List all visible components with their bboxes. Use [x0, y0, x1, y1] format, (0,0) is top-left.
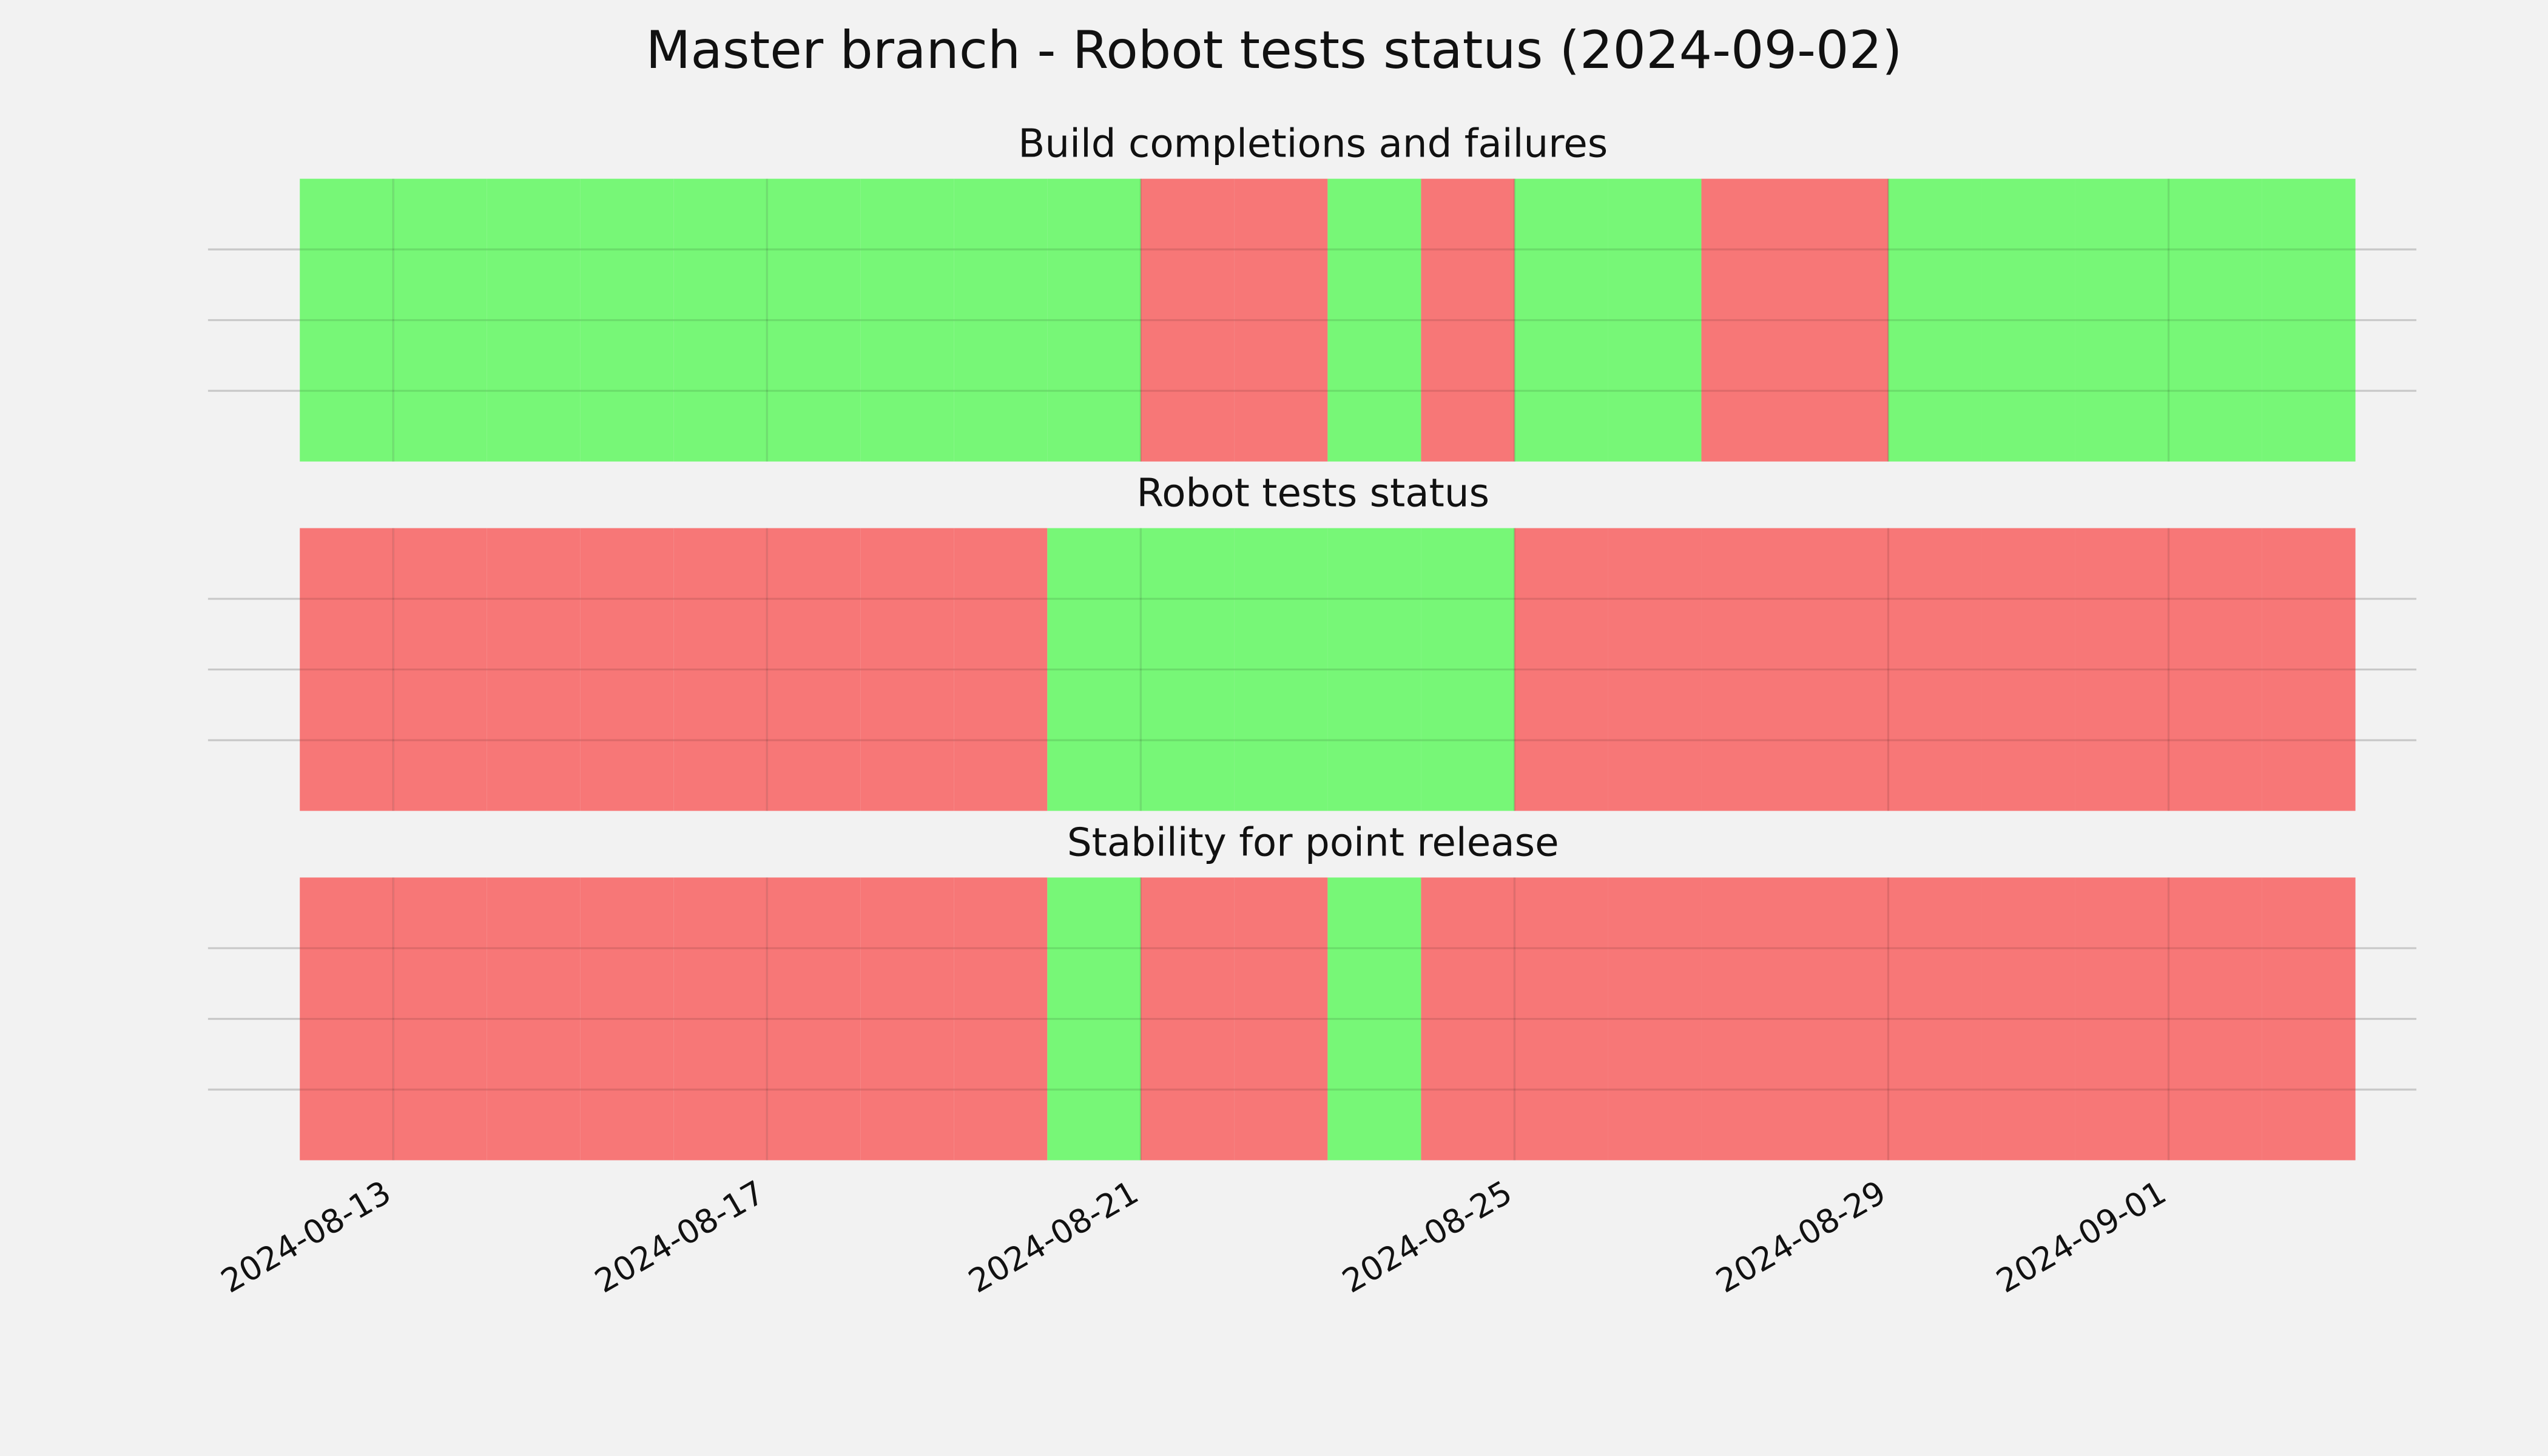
status-segment — [1514, 178, 1608, 462]
status-segment — [1888, 178, 1982, 462]
status-segment — [1795, 178, 1889, 462]
status-segment — [1234, 528, 1328, 811]
chart-title: Master branch - Robot tests status (2024… — [645, 20, 1902, 81]
status-segment — [2168, 877, 2262, 1161]
status-segment — [487, 178, 581, 462]
status-segment — [1795, 877, 1889, 1161]
panel-title: Robot tests status — [1136, 471, 1489, 516]
status-segment — [860, 528, 954, 811]
status-segment — [487, 528, 581, 811]
status-segment — [1701, 178, 1795, 462]
status-segment — [580, 877, 674, 1161]
status-segment — [767, 877, 861, 1161]
status-segment — [1234, 178, 1328, 462]
status-segment — [2262, 877, 2356, 1161]
status-segment — [1608, 877, 1702, 1161]
status-segment — [2262, 528, 2356, 811]
status-segment — [1701, 528, 1795, 811]
status-segment — [1327, 877, 1421, 1161]
status-segment — [1141, 528, 1235, 811]
status-segment — [2168, 178, 2262, 462]
status-segment — [2075, 877, 2169, 1161]
status-segment — [2075, 178, 2169, 462]
status-segment — [1981, 528, 2075, 811]
status-segment — [580, 528, 674, 811]
status-segment — [1421, 877, 1515, 1161]
status-segment — [673, 528, 767, 811]
status-segment — [487, 877, 581, 1161]
status-segment — [1047, 528, 1141, 811]
status-segment — [673, 178, 767, 462]
status-segment — [1795, 528, 1889, 811]
status-segment — [1421, 528, 1515, 811]
status-segment — [393, 877, 487, 1161]
panel-title: Stability for point release — [1067, 820, 1559, 865]
status-segment — [1327, 528, 1421, 811]
status-segment — [2262, 178, 2356, 462]
panel-title: Build completions and failures — [1018, 121, 1608, 167]
status-segment — [1888, 528, 1982, 811]
status-segment — [954, 877, 1048, 1161]
status-segment — [300, 178, 394, 462]
status-segment — [300, 528, 394, 811]
status-segment — [1701, 877, 1795, 1161]
status-segment — [673, 877, 767, 1161]
status-segment — [1608, 528, 1702, 811]
status-segment — [954, 178, 1048, 462]
status-segment — [954, 528, 1048, 811]
status-segment — [1888, 877, 1982, 1161]
status-segment — [1047, 178, 1141, 462]
status-segment — [1234, 877, 1328, 1161]
status-segment — [1141, 877, 1235, 1161]
status-segment — [393, 528, 487, 811]
status-segment — [1608, 178, 1702, 462]
status-segment — [393, 178, 487, 462]
status-segment — [1141, 178, 1235, 462]
status-segment — [2168, 528, 2262, 811]
status-segment — [2075, 528, 2169, 811]
status-segment — [767, 528, 861, 811]
status-segment — [1421, 178, 1515, 462]
status-segment — [767, 178, 861, 462]
status-segment — [1327, 178, 1421, 462]
status-segment — [1514, 528, 1608, 811]
status-segment — [1981, 877, 2075, 1161]
status-segment — [1981, 178, 2075, 462]
status-segment — [1047, 877, 1141, 1161]
status-segment — [860, 178, 954, 462]
status-segment — [300, 877, 394, 1161]
status-segment — [860, 877, 954, 1161]
status-segment — [1514, 877, 1608, 1161]
status-segment — [580, 178, 674, 462]
